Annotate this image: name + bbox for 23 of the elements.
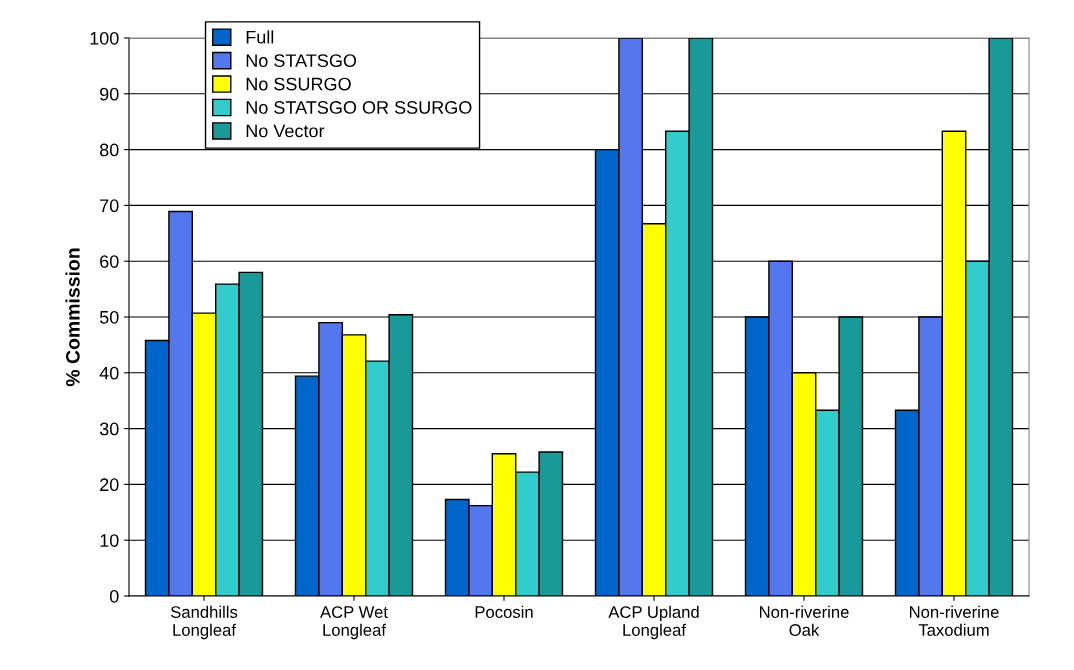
y-tick-label: 10 — [100, 534, 119, 547]
y-tick-label: 100 — [90, 31, 119, 45]
x-tick-label: Non-riverine Taxodium — [909, 605, 999, 636]
y-tick-label: 90 — [100, 87, 119, 101]
y-tick-label: 70 — [100, 199, 119, 213]
legend-label: No STATSGO — [246, 54, 357, 68]
legend-label: Full — [246, 30, 274, 44]
x-tick-label: ACP Wet Longleaf — [320, 606, 388, 640]
y-tick-label: 80 — [99, 143, 119, 157]
y-tick-label: 30 — [99, 422, 119, 436]
y-axis-title: % Commission — [65, 248, 80, 387]
legend-label: No Vector — [246, 124, 325, 138]
legend-label: No SSURGO — [246, 77, 351, 91]
x-tick-label: Non-riverine Oak — [759, 605, 849, 636]
y-tick-label: 40 — [99, 366, 119, 380]
y-tick-label: 0 — [109, 589, 119, 603]
x-tick-label: Sandhills Longleaf — [170, 605, 238, 640]
x-tick-label: ACP Upland Longleaf — [608, 605, 699, 640]
y-tick-label: 50 — [99, 310, 119, 324]
legend-label: No STATSGO OR SSURGO — [246, 101, 472, 114]
x-tick-label: Pocosin — [475, 605, 533, 618]
y-tick-label: 60 — [100, 255, 119, 268]
y-tick-label: 20 — [100, 478, 119, 492]
